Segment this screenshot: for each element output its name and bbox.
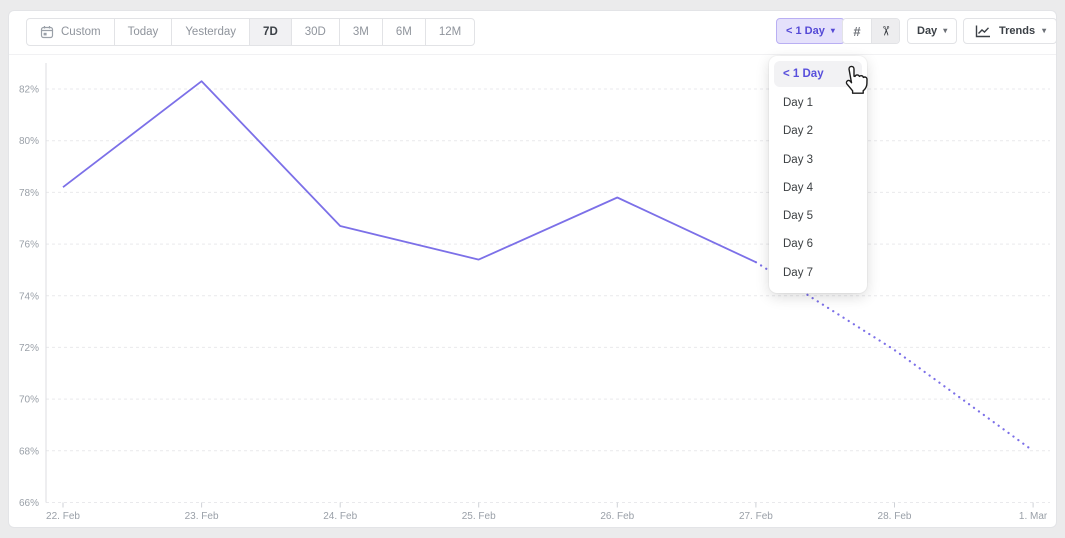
svg-text:66%: 66% [19, 498, 39, 509]
chart-type-toggle: # ✂ [842, 18, 900, 44]
svg-text:24. Feb: 24. Feb [323, 511, 357, 522]
range-button-12m[interactable]: 12M [424, 19, 474, 45]
chevron-down-icon: ▾ [830, 26, 835, 35]
toggle-option-curve[interactable]: ✂ [871, 19, 899, 43]
hash-icon: # [853, 23, 861, 39]
range-button-today[interactable]: Today [113, 19, 172, 45]
svg-text:23. Feb: 23. Feb [185, 511, 219, 522]
range-button-6m[interactable]: 6M [381, 19, 425, 45]
svg-text:26. Feb: 26. Feb [600, 511, 634, 522]
svg-text:78%: 78% [19, 188, 39, 199]
svg-text:72%: 72% [19, 343, 39, 354]
retention-window-dropdown[interactable]: < 1 Day ▾ [776, 18, 845, 44]
svg-text:74%: 74% [19, 291, 39, 302]
range-button-7d[interactable]: 7D [249, 19, 291, 45]
svg-text:82%: 82% [19, 85, 39, 96]
retention-window-label: < 1 Day [786, 25, 825, 37]
range-button-yesterday[interactable]: Yesterday [171, 19, 249, 45]
menu-item-day-7[interactable]: Day 7 [783, 266, 814, 279]
trends-dropdown[interactable]: Trends ▾ [963, 18, 1058, 44]
chevron-down-icon: ▾ [943, 26, 948, 35]
main-card: 82% 80% 78% 76% 74% 72% 70% 68% 66% 22. Feb 23. Fe… [8, 10, 1058, 528]
calendar-icon [40, 26, 54, 39]
svg-text:27. Feb: 27. Feb [739, 511, 773, 522]
cursor-pointer-icon [845, 65, 868, 94]
svg-text:22. Feb: 22. Feb [46, 511, 80, 522]
interval-dropdown[interactable]: Day ▾ [907, 18, 958, 44]
menu-item-day-6[interactable]: Day 6 [783, 238, 814, 251]
range-button-3m[interactable]: 3M [338, 19, 382, 45]
svg-text:68%: 68% [19, 446, 39, 457]
svg-text:1. Mar: 1. Mar [1019, 511, 1048, 522]
chart-canvas: 82% 80% 78% 76% 74% 72% 70% 68% 66% 22. Feb 23. Fe… [19, 63, 1050, 522]
menu-item-day-3[interactable]: Day 3 [783, 153, 814, 166]
range-button-label: Custom [61, 25, 101, 38]
retention-window-menu: < 1 Day Day 1 Day 2 Day 3 Day 4 Day 5 Da… [769, 56, 867, 294]
toggle-option-grid[interactable]: # [843, 19, 871, 43]
toolbar: Custom Today Yesterday 7D 30D 3M 6M 12M … [9, 11, 1058, 55]
range-button-custom[interactable]: Custom [27, 19, 114, 45]
menu-item-day-2[interactable]: Day 2 [783, 125, 814, 138]
range-button-30d[interactable]: 30D [290, 19, 339, 45]
trends-label: Trends [999, 25, 1036, 37]
chevron-down-icon: ▾ [1042, 26, 1047, 35]
scissors-icon: ✂ [878, 25, 894, 37]
menu-item-day-4[interactable]: Day 4 [783, 181, 814, 194]
svg-text:70%: 70% [19, 395, 39, 406]
menu-item-day-1[interactable]: Day 1 [783, 97, 814, 109]
svg-text:25. Feb: 25. Feb [462, 511, 496, 522]
svg-text:28. Feb: 28. Feb [878, 511, 912, 522]
line-chart-icon [975, 25, 990, 37]
interval-label: Day [917, 25, 938, 37]
date-range-group: Custom Today Yesterday 7D 30D 3M 6M 12M [26, 18, 476, 46]
menu-item-day-5[interactable]: Day 5 [783, 210, 814, 223]
svg-text:76%: 76% [19, 240, 39, 251]
svg-text:80%: 80% [19, 136, 39, 147]
